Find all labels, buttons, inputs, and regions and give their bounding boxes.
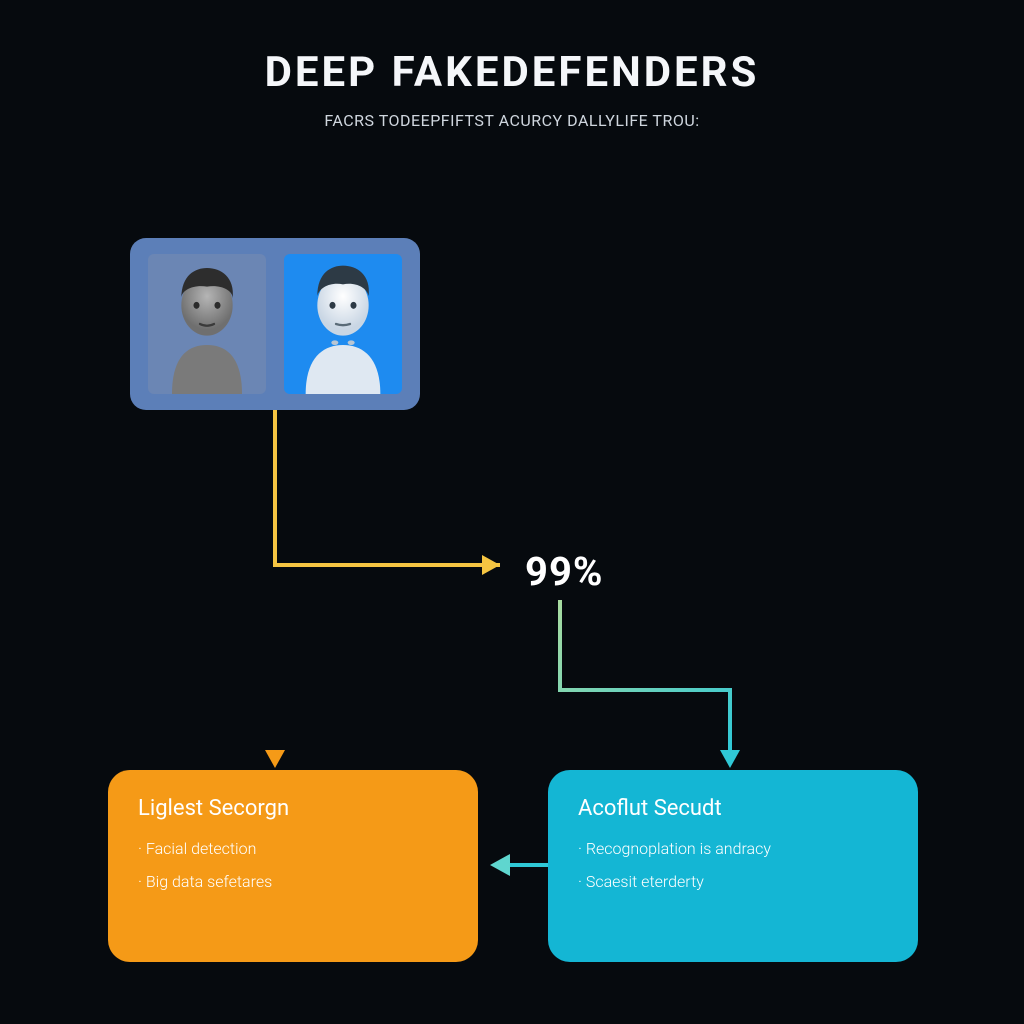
arrow-down-icon <box>265 750 285 768</box>
card-liglest-secorgn: Liglest Secorgn Facial detection Big dat… <box>108 770 478 962</box>
list-item: Big data sefetares <box>138 872 448 891</box>
page-subtitle: FACRS TODEEPFIFTST ACURCY DALLYLIFE TROU… <box>0 111 1024 130</box>
list-item: Recognoplation is andracy <box>578 839 888 858</box>
card-bullets: Facial detection Big data sefetares <box>138 839 448 891</box>
card-title: Acoflut Secudt <box>578 796 888 821</box>
face-original-slot <box>148 254 266 394</box>
person-silhouette-icon <box>284 254 402 394</box>
card-acoflut-secudt: Acoflut Secudt Recognoplation is andracy… <box>548 770 918 962</box>
face-deepfake-slot <box>284 254 402 394</box>
list-item: Facial detection <box>138 839 448 858</box>
card-title: Liglest Secorgn <box>138 796 448 821</box>
arrow-left-icon <box>490 854 510 876</box>
face-compare-card <box>130 238 420 410</box>
list-item: Scaesit eterderty <box>578 872 888 891</box>
page-title: DEEP FAKEDEFENDERS <box>0 48 1024 97</box>
arrow-down-icon <box>720 750 740 768</box>
header: DEEP FAKEDEFENDERS FACRS TODEEPFIFTST AC… <box>0 48 1024 130</box>
accuracy-percent: 99% <box>525 548 603 595</box>
person-silhouette-icon <box>148 254 266 394</box>
arrow-right-icon <box>482 555 500 575</box>
card-bullets: Recognoplation is andracy Scaesit eterde… <box>578 839 888 891</box>
